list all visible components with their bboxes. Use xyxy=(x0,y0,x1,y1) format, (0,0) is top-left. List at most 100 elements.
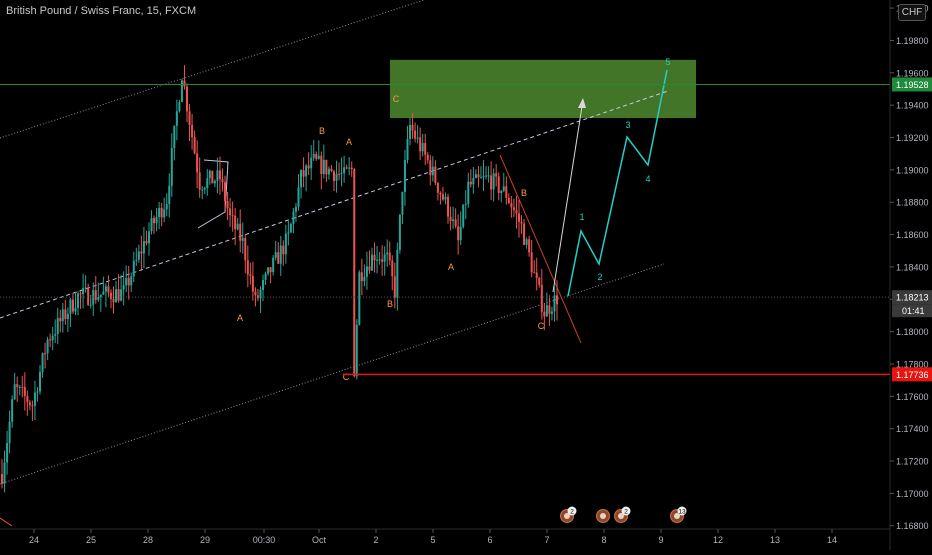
candle-body xyxy=(71,299,74,312)
x-tick-label: 12 xyxy=(713,535,723,545)
candle-body xyxy=(234,215,237,230)
candle-body xyxy=(241,238,244,241)
candle-body xyxy=(287,232,290,234)
candle-body xyxy=(99,294,102,298)
candle-body xyxy=(515,210,518,214)
candle-body xyxy=(173,125,176,149)
candle-body xyxy=(386,252,389,255)
target-zone[interactable] xyxy=(390,59,696,119)
candle-body xyxy=(208,170,211,179)
projection-label: 1 xyxy=(579,212,584,222)
candle-body xyxy=(373,254,376,261)
candle-body xyxy=(320,155,323,175)
candle-body xyxy=(127,277,130,286)
candle-body xyxy=(482,175,485,178)
candle-body xyxy=(477,174,480,178)
candle-body xyxy=(439,192,442,195)
candle-body xyxy=(391,260,394,277)
candle-body xyxy=(502,186,505,191)
candle-body xyxy=(550,311,553,314)
candle-body xyxy=(244,238,247,261)
candle-body xyxy=(279,245,282,264)
candle-body xyxy=(332,171,335,181)
candle-body xyxy=(388,252,391,261)
candle-body xyxy=(239,223,242,241)
candle-body xyxy=(79,293,82,295)
candle-body xyxy=(520,221,523,224)
edge-line xyxy=(0,517,13,527)
candle-body xyxy=(262,280,265,290)
y-tick-label: 1.19800 xyxy=(896,36,929,46)
candle-body xyxy=(289,223,292,233)
candle-body xyxy=(376,259,379,261)
candle-body xyxy=(69,299,72,314)
candle-body xyxy=(538,277,541,285)
candle-body xyxy=(196,153,199,173)
pattern-lines[interactable] xyxy=(197,159,229,229)
candle-body xyxy=(528,239,531,253)
projection-arrow[interactable] xyxy=(552,99,584,293)
candle-body xyxy=(297,187,300,207)
wave-label: C xyxy=(538,321,545,331)
candle-body xyxy=(216,170,219,181)
candle-body xyxy=(274,252,277,258)
candle-body xyxy=(267,267,270,274)
arrow-head-icon xyxy=(578,98,586,108)
candle-body xyxy=(8,421,11,443)
candle-body xyxy=(39,371,42,392)
candle-body xyxy=(226,201,229,209)
candle-body xyxy=(315,153,318,159)
candle-body xyxy=(125,277,128,286)
candle-body xyxy=(429,160,432,176)
x-tick-label: 2 xyxy=(373,535,378,545)
candle-body xyxy=(523,223,526,245)
wave-label: B xyxy=(387,299,393,309)
downtrend-line[interactable] xyxy=(499,154,582,344)
candle-body xyxy=(147,231,150,244)
candle-body xyxy=(168,185,171,205)
x-tick-label: 5 xyxy=(430,535,435,545)
candle-body xyxy=(213,180,216,184)
candle-body xyxy=(132,260,135,277)
channel-upper-line[interactable] xyxy=(0,0,430,139)
candle-body xyxy=(120,289,123,301)
channel-mid-line[interactable] xyxy=(0,90,669,319)
candle-body xyxy=(284,233,287,255)
event-flag-dot xyxy=(674,513,680,519)
candle-body xyxy=(170,148,173,186)
candle-body xyxy=(312,153,315,158)
candle-body xyxy=(416,137,419,139)
projection-line[interactable] xyxy=(567,69,668,297)
candle-body xyxy=(137,251,140,260)
candle-body xyxy=(142,241,145,254)
candle-body xyxy=(479,177,482,179)
candle-body xyxy=(51,335,54,341)
candle-body xyxy=(109,292,112,300)
candle-body xyxy=(350,167,353,169)
countdown-label: 01:41 xyxy=(902,306,925,316)
support-price-tag[interactable] xyxy=(892,367,932,382)
resistance-price-tag[interactable] xyxy=(892,77,932,92)
candle-body xyxy=(94,290,97,300)
candle-body xyxy=(193,137,196,154)
channel-lower-line[interactable] xyxy=(0,263,665,485)
candle-body xyxy=(548,305,551,314)
current-price-tag[interactable] xyxy=(892,290,932,305)
y-tick-label: 1.17400 xyxy=(896,424,929,434)
candle-body xyxy=(175,111,178,126)
candle-body xyxy=(444,196,447,200)
candle-body xyxy=(441,194,444,200)
candle-body xyxy=(115,289,118,303)
currency-badge[interactable]: CHF xyxy=(898,4,926,21)
candle-body xyxy=(135,259,138,261)
candle-body xyxy=(259,289,262,299)
candle-body xyxy=(474,174,477,178)
y-tick-label: 1.19600 xyxy=(896,68,929,78)
x-tick-label: 24 xyxy=(29,535,39,545)
candle-body xyxy=(277,252,280,264)
y-tick-label: 1.18000 xyxy=(896,327,929,337)
candle-body xyxy=(84,287,87,289)
candle-body xyxy=(452,219,455,221)
